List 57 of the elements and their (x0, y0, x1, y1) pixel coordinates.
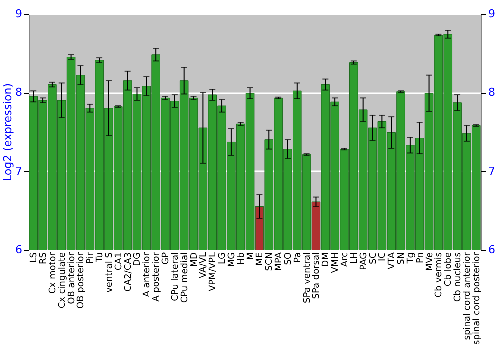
y-tick-label: 9 (16, 8, 22, 20)
x-tick-label: VMH (331, 252, 342, 274)
y2-tick-label: 9 (488, 8, 496, 20)
x-tick-label: LH (350, 252, 360, 264)
x-tick-label: SCN (265, 252, 276, 272)
x-tick-label: MPA (274, 252, 285, 272)
x-tick-label: IC (378, 252, 388, 262)
x-tick-label: VPM/VPL (208, 252, 219, 292)
x-tick-label: Tu (96, 252, 106, 264)
y-tick-label: 8 (16, 86, 22, 100)
x-tick-label: LG (218, 252, 228, 264)
x-tick-label: OB anterior (67, 252, 78, 304)
y2-tick-label: 8 (488, 86, 496, 100)
x-tick-label: SPa dorsal (312, 252, 322, 300)
x-tick-label: MD (190, 252, 200, 268)
y-axis-title: Log2 (expression) (2, 83, 14, 182)
x-tick-label: SC (368, 252, 379, 264)
x-tick-label: Cx cingulate (58, 252, 68, 309)
x-tick-label: spinal cord posterior (472, 252, 482, 345)
x-tick-label: DM (322, 252, 332, 268)
x-tick-label: Cb lobe (444, 252, 454, 287)
x-tick-label: LS (30, 252, 40, 264)
x-tick-label: RS (39, 252, 50, 264)
x-tick-label: VTA (388, 252, 398, 270)
x-tick-label: Hb (236, 252, 247, 265)
x-tick-label: A posterior (152, 252, 162, 302)
x-tick-label: M (246, 252, 256, 260)
x-tick-label: SO (284, 252, 294, 266)
x-tick-label: PAG (359, 252, 370, 270)
x-tick-label: Cb nucleus (454, 252, 464, 302)
x-tick-label: SN (397, 252, 408, 265)
x-tick-label: OB posterior (76, 252, 87, 310)
x-tick-label: Pa (293, 252, 304, 264)
x-tick-label: MG (227, 252, 238, 268)
x-tick-label: ME (256, 252, 266, 266)
x-tick-label: Pir (86, 252, 96, 264)
x-tick-label: Cb vermis (434, 252, 445, 298)
y2-tick-label: 7 (488, 164, 496, 178)
x-tick-label: CPu lateral (170, 252, 181, 302)
x-tick-label: MVe (425, 252, 436, 272)
x-tick-label: spinal cord anterior (462, 252, 473, 340)
x-tick-label: SPa ventral (302, 252, 313, 304)
x-tick-label: VA/VL (199, 252, 210, 278)
x-tick-label: CPu medial (180, 252, 190, 304)
x-tick-label: ventral S (104, 252, 115, 293)
x-tick-label: CA1 (114, 252, 124, 271)
x-tick-label: A anterior (142, 252, 153, 298)
x-tick-label: DG (133, 252, 144, 266)
y-tick-label: 6 (16, 244, 22, 256)
x-tick-label: Cx motor (48, 252, 58, 294)
y2-tick-label: 6 (488, 244, 496, 256)
y-tick-label: 7 (16, 164, 22, 178)
x-tick-label: Pn (416, 252, 426, 264)
x-tick-label: CA2/CA3 (124, 252, 134, 292)
x-tick-label: GP (162, 252, 172, 265)
x-tick-label: Tg (406, 252, 416, 265)
x-tick-label: Arc (340, 252, 350, 268)
